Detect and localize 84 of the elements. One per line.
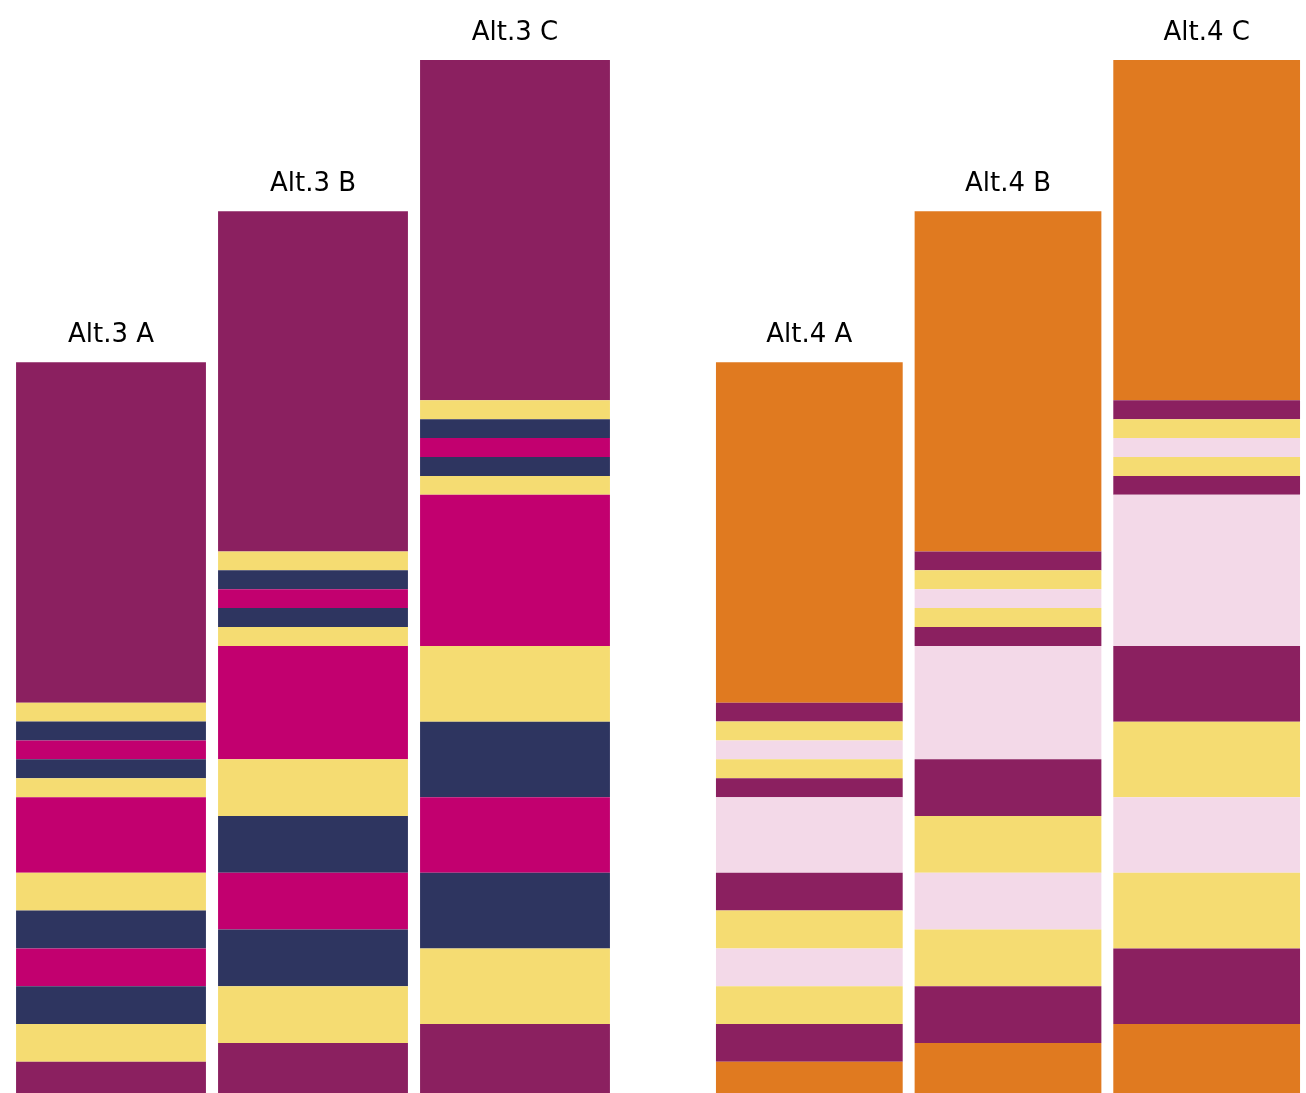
x-tick-label: Alt.4 A [766,318,853,349]
bar [16,759,206,779]
x-tick-label: Alt.3 B [269,166,357,197]
bar [16,740,206,760]
bar [914,986,1102,1043]
bar [914,759,1102,817]
bar [218,929,408,987]
bar [16,1061,206,1093]
bar [1113,438,1301,457]
bar [914,816,1102,873]
bar [715,778,903,798]
bar [218,1042,408,1093]
bar [715,721,903,741]
bar [715,759,903,779]
bar [218,570,408,590]
bar [715,797,903,873]
bar [914,627,1102,646]
bar [16,872,206,911]
bar [16,778,206,798]
bar [420,475,610,495]
bar [1113,646,1301,722]
bar [16,986,206,1024]
bar [914,1042,1102,1093]
bar [420,797,610,873]
bar [1113,419,1301,439]
bar [420,1024,610,1093]
bar [420,872,610,949]
bar [420,60,610,401]
x-tick-label: Alt.4 C [1163,15,1250,46]
bar [715,910,903,949]
bar [715,872,903,911]
bar [1113,872,1301,949]
bar [914,570,1102,590]
bar [16,702,206,722]
bar [715,1061,903,1093]
bar [1113,475,1301,495]
bar [420,419,610,439]
bar [420,948,610,1025]
bar [218,608,408,628]
bar [1113,456,1301,476]
bar [914,929,1102,987]
bar [914,211,1102,552]
bar [1113,948,1301,1025]
bar [218,645,408,760]
bar [16,362,206,703]
bar [420,494,610,647]
bar [420,646,610,722]
bar [914,608,1102,628]
bar [218,211,408,552]
bar [1113,60,1301,401]
bar [420,400,610,420]
bar [16,1024,206,1062]
bar [715,986,903,1024]
bar [1113,494,1301,647]
bar [218,759,408,817]
bar [715,948,903,987]
bar [420,721,610,798]
bar [420,456,610,476]
bar [218,627,408,646]
bar [218,551,408,571]
bar [218,986,408,1043]
bar [715,740,903,760]
bar [16,948,206,987]
bar [1113,721,1301,798]
bar [715,1024,903,1062]
bar [1113,797,1301,873]
bar [218,872,408,930]
bar [16,910,206,949]
bar [218,589,408,609]
x-tick-label: Alt.4 B [964,166,1052,197]
x-tick-label: Alt.3 C [471,15,559,46]
x-tick-label: Alt.3 A [67,318,155,349]
bar [1113,1024,1301,1093]
bar [715,362,903,703]
bar [1113,400,1301,420]
bar [218,816,408,873]
bar [16,721,206,741]
bar [715,702,903,722]
bar [914,551,1102,571]
bar [914,645,1102,760]
bar [914,589,1102,609]
bar [16,797,206,873]
bar [420,438,610,457]
bar [914,872,1102,930]
